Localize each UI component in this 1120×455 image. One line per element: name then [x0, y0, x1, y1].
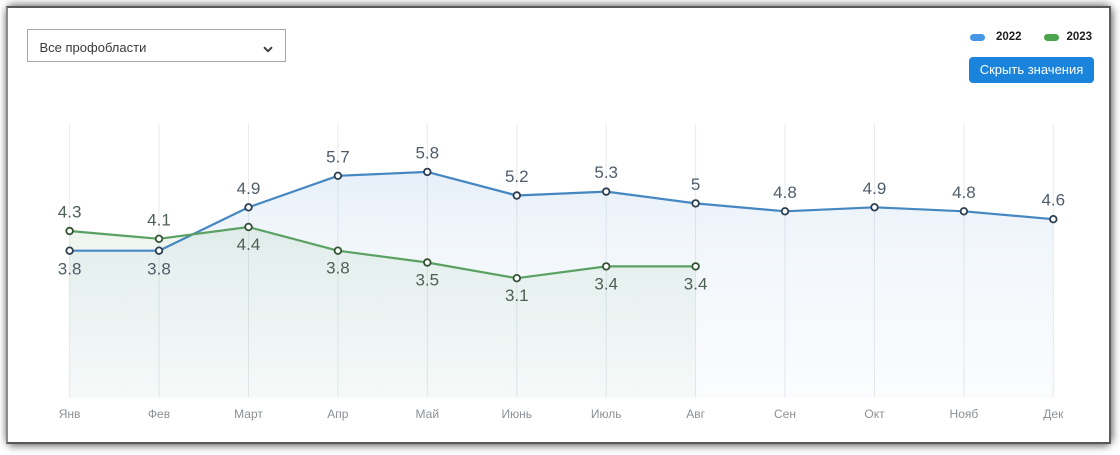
svg-text:Окт: Окт: [864, 407, 885, 421]
svg-text:4.6: 4.6: [1041, 191, 1065, 210]
svg-text:3.4: 3.4: [594, 274, 618, 293]
svg-text:Май: Май: [416, 407, 440, 421]
svg-text:Дек: Дек: [1043, 407, 1064, 421]
svg-text:4.4: 4.4: [237, 235, 261, 254]
svg-text:Авг: Авг: [686, 407, 705, 421]
svg-text:4.8: 4.8: [773, 183, 797, 202]
svg-text:3.5: 3.5: [415, 271, 439, 290]
svg-text:Июнь: Июнь: [502, 407, 533, 421]
svg-text:3.1: 3.1: [505, 286, 529, 305]
svg-text:4.9: 4.9: [237, 179, 261, 198]
svg-text:3.4: 3.4: [684, 274, 708, 293]
svg-text:Апр: Апр: [327, 407, 349, 421]
svg-text:Сен: Сен: [774, 407, 796, 421]
svg-text:3.8: 3.8: [147, 259, 171, 278]
svg-text:5: 5: [691, 175, 700, 194]
svg-text:4.1: 4.1: [147, 210, 171, 229]
svg-text:Фев: Фев: [148, 407, 170, 421]
svg-text:Июль: Июль: [591, 407, 622, 421]
svg-text:3.8: 3.8: [326, 259, 350, 278]
svg-text:Нояб: Нояб: [950, 407, 979, 421]
svg-text:5.7: 5.7: [326, 147, 350, 166]
svg-text:4.3: 4.3: [58, 203, 82, 222]
svg-text:5.2: 5.2: [505, 167, 529, 186]
svg-text:4.8: 4.8: [952, 183, 976, 202]
svg-text:Янв: Янв: [59, 407, 81, 421]
svg-text:5.8: 5.8: [415, 143, 439, 162]
svg-text:4.9: 4.9: [863, 179, 887, 198]
svg-text:3.8: 3.8: [58, 259, 82, 278]
svg-text:5.3: 5.3: [594, 163, 618, 182]
svg-text:Март: Март: [234, 407, 263, 421]
